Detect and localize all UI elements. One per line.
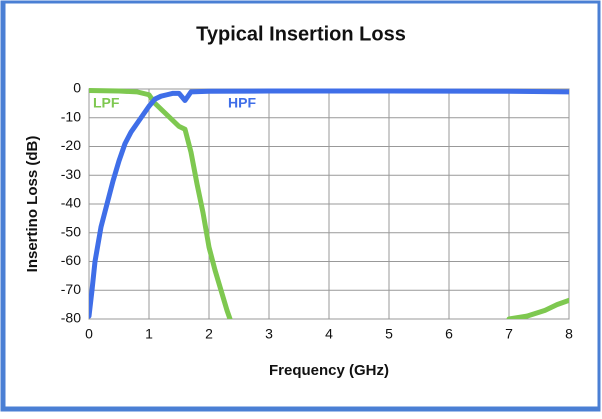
y-axis-label: Insertino Loss (dB) <box>24 136 41 273</box>
y-tick-label: -30 <box>61 166 81 182</box>
y-tick-label: 0 <box>73 80 81 96</box>
x-tick-label: 8 <box>565 326 573 342</box>
x-tick-label: 6 <box>445 326 453 342</box>
x-tick-label: 5 <box>385 326 393 342</box>
x-tick-label: 7 <box>505 326 513 342</box>
y-tick-label: -50 <box>61 223 81 239</box>
x-tick-label: 2 <box>205 326 213 342</box>
y-tick-label: -20 <box>61 137 81 153</box>
x-tick-label: 0 <box>85 326 93 342</box>
y-tick-label: -80 <box>61 310 81 326</box>
chart-title: Typical Insertion Loss <box>196 23 406 45</box>
series-label: HPF <box>228 95 256 111</box>
x-tick-label: 3 <box>265 326 273 342</box>
series-label: LPF <box>93 95 120 111</box>
y-tick-label: -60 <box>61 252 81 268</box>
y-tick-label: -40 <box>61 195 81 211</box>
series-line <box>89 87 569 319</box>
y-tick-label: -10 <box>61 108 81 124</box>
x-axis-label: Frequency (GHz) <box>269 362 389 379</box>
x-tick-label: 4 <box>325 326 333 342</box>
series-line <box>89 88 569 319</box>
x-tick-label: 1 <box>145 326 153 342</box>
y-tick-label: -70 <box>61 281 81 297</box>
